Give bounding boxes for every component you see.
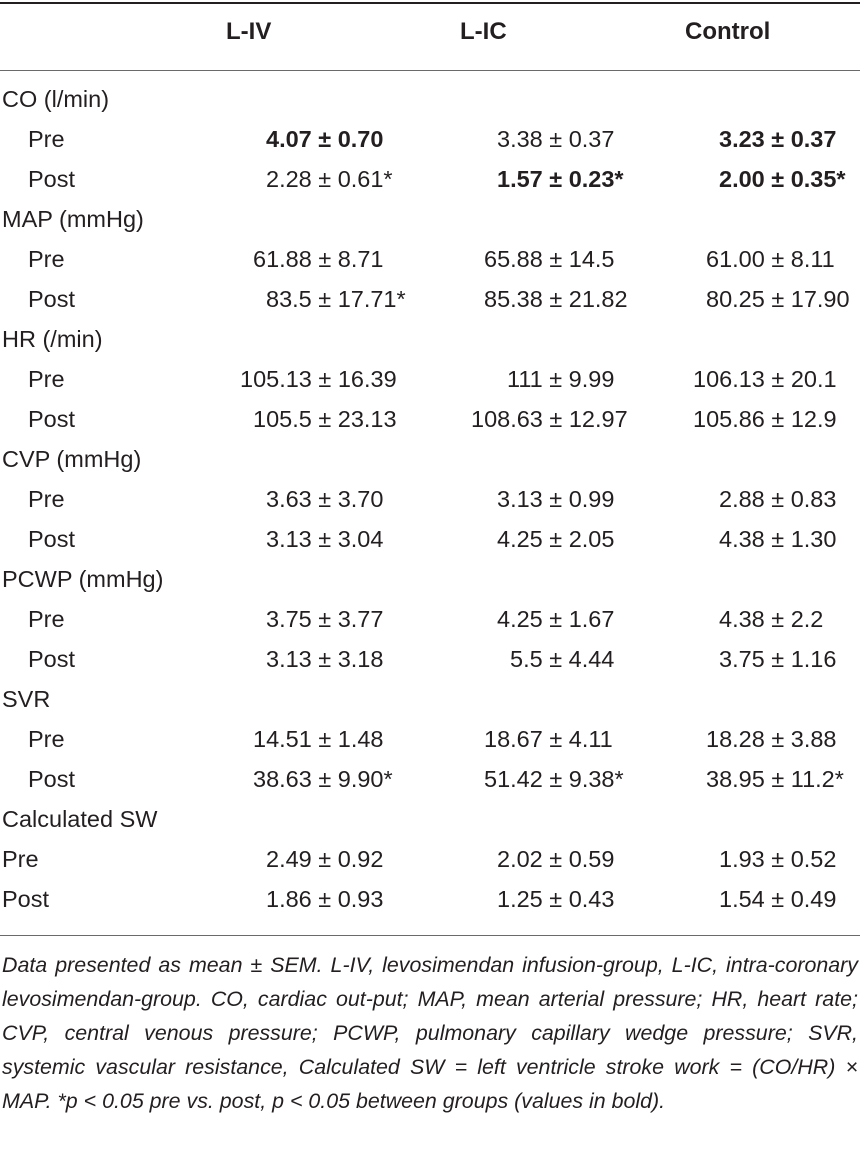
row-group-label: Calculated SW xyxy=(2,806,158,832)
table-row: Pre 105.13 ± 16.39 111 ± 9.99 106.13 ± 20.1 xyxy=(0,360,860,400)
table-cell: 3.38 ± 0.37 xyxy=(497,126,615,152)
table-cell: 3.13 ± 0.99 xyxy=(497,486,615,512)
row-label: Post xyxy=(28,766,76,792)
table-row: Pre 14.51 ± 1.48 18.67 ± 4.11 18.28 ± 3.88 xyxy=(0,720,860,760)
table-group-row: HR (/min) xyxy=(0,320,860,360)
table-cell: 14.51 ± 1.48 xyxy=(253,726,384,752)
row-label: Post xyxy=(28,406,76,432)
table-top-rule xyxy=(0,2,860,4)
table-row: Pre 3.75 ± 3.77 4.25 ± 1.67 4.38 ± 2.2 xyxy=(0,600,860,640)
table-row: Pre 61.88 ± 8.71 65.88 ± 14.5 61.00 ± 8.11 xyxy=(0,240,860,280)
table-cell: 4.07 ± 0.70 xyxy=(266,126,384,152)
table-cell: 1.57 ± 0.23* xyxy=(497,166,624,192)
table-cell: 2.88 ± 0.83 xyxy=(719,486,837,512)
row-group-label: HR (/min) xyxy=(2,326,103,352)
column-header-l-iv: L-IV xyxy=(226,18,272,45)
table-footnote: Data presented as mean ± SEM. L-IV, levo… xyxy=(2,953,858,1113)
table-cell: 3.75 ± 3.77 xyxy=(266,606,384,632)
table-row: Post 3.13 ± 3.18 5.5 ± 4.44 3.75 ± 1.16 xyxy=(0,640,860,680)
row-label: Post xyxy=(2,886,50,912)
table-cell: 51.42 ± 9.38* xyxy=(484,766,624,792)
table-cell: 3.23 ± 0.37 xyxy=(719,126,837,152)
table-cell: 2.00 ± 0.35* xyxy=(719,166,846,192)
table-cell: 1.25 ± 0.43 xyxy=(497,886,615,912)
table-cell: 2.49 ± 0.92 xyxy=(266,846,384,872)
row-label: Pre xyxy=(28,366,65,392)
table-cell: 61.88 ± 8.71 xyxy=(253,246,384,272)
header-divider-rule xyxy=(0,70,860,71)
table-cell: 1.93 ± 0.52 xyxy=(719,846,837,872)
row-label: Post xyxy=(28,166,76,192)
column-header-control: Control xyxy=(685,18,771,45)
table-cell: 2.28 ± 0.61* xyxy=(266,166,393,192)
table-group-row: SVR xyxy=(0,680,860,720)
row-label: Pre xyxy=(28,486,65,512)
row-label: Post xyxy=(28,286,76,312)
table-row: Post 38.63 ± 9.90* 51.42 ± 9.38* 38.95 ± 11… xyxy=(0,760,860,800)
table-group-row: PCWP (mmHg) xyxy=(0,560,860,600)
table-row: Pre 3.63 ± 3.70 3.13 ± 0.99 2.88 ± 0.83 xyxy=(0,480,860,520)
table-cell: 83.5 ± 17.71* xyxy=(266,286,406,312)
table-cell: 18.28 ± 3.88 xyxy=(706,726,837,752)
table-cell: 108.63 ± 12.97 xyxy=(471,406,628,432)
table-row: Post 105.5 ± 23.13 108.63 ± 12.97 105.86 ± … xyxy=(0,400,860,440)
column-header-l-ic: L-IC xyxy=(460,18,507,45)
table-cell: 61.00 ± 8.11 xyxy=(706,246,835,272)
row-label: Post xyxy=(28,646,76,672)
table-group-row: CVP (mmHg) xyxy=(0,440,860,480)
table-cell: 105.5 ± 23.13 xyxy=(253,406,397,432)
table-cell: 38.95 ± 11.2* xyxy=(706,766,844,792)
table-cell: 4.38 ± 2.2 xyxy=(719,606,824,632)
table-row: Post 83.5 ± 17.71* 85.38 ± 21.82 80.25 ± 17… xyxy=(0,280,860,320)
table-cell: 85.38 ± 21.82 xyxy=(484,286,628,312)
table-row: Pre 2.49 ± 0.92 2.02 ± 0.59 1.93 ± 0.52 xyxy=(0,840,860,880)
table-row: Post 2.28 ± 0.61* 1.57 ± 0.23* 2.00 ± 0.35* xyxy=(0,160,860,200)
table-cell: 3.13 ± 3.04 xyxy=(266,526,384,552)
row-label: Post xyxy=(28,526,76,552)
table-cell: 3.63 ± 3.70 xyxy=(266,486,384,512)
row-group-label: CVP (mmHg) xyxy=(2,446,142,472)
table-group-row: MAP (mmHg) xyxy=(0,200,860,240)
row-label: Pre xyxy=(28,246,65,272)
row-group-label: PCWP (mmHg) xyxy=(2,566,164,592)
table-row: Pre 4.07 ± 0.70 3.38 ± 0.37 3.23 ± 0.37 xyxy=(0,120,860,160)
table-cell: 2.02 ± 0.59 xyxy=(497,846,615,872)
table-bottom-rule xyxy=(0,935,860,936)
table-group-row: CO (l/min) xyxy=(0,80,860,120)
table-cell: 65.88 ± 14.5 xyxy=(484,246,615,272)
table-cell: 18.67 ± 4.11 xyxy=(484,726,613,752)
table-group-row: Calculated SW xyxy=(0,800,860,840)
table-row: Post 3.13 ± 3.04 4.25 ± 2.05 4.38 ± 1.30 xyxy=(0,520,860,560)
table-row: Post 1.86 ± 0.93 1.25 ± 0.43 1.54 ± 0.49 xyxy=(0,880,860,920)
row-group-label: SVR xyxy=(2,686,51,712)
table-cell: 5.5 ± 4.44 xyxy=(510,646,615,672)
table-cell: 4.38 ± 1.30 xyxy=(719,526,837,552)
table-cell: 80.25 ± 17.90 xyxy=(706,286,850,312)
table-cell: 1.86 ± 0.93 xyxy=(266,886,384,912)
row-label: Pre xyxy=(28,726,65,752)
table-cell: 105.13 ± 16.39 xyxy=(240,366,397,392)
table-cell: 3.75 ± 1.16 xyxy=(719,646,837,672)
table-cell: 105.86 ± 12.9 xyxy=(693,406,837,432)
row-group-label: CO (l/min) xyxy=(2,86,110,112)
row-label: Pre xyxy=(28,606,65,632)
row-label: Pre xyxy=(28,126,65,152)
table-cell: 1.54 ± 0.49 xyxy=(719,886,837,912)
table-cell: 38.63 ± 9.90* xyxy=(253,766,393,792)
row-label: Pre xyxy=(2,846,39,872)
table-cell: 111 ± 9.99 xyxy=(507,366,615,392)
table-cell: 4.25 ± 1.67 xyxy=(497,606,615,632)
table-cell: 106.13 ± 20.1 xyxy=(693,366,837,392)
row-group-label: MAP (mmHg) xyxy=(2,206,144,232)
table-cell: 4.25 ± 2.05 xyxy=(497,526,615,552)
table-cell: 3.13 ± 3.18 xyxy=(266,646,384,672)
